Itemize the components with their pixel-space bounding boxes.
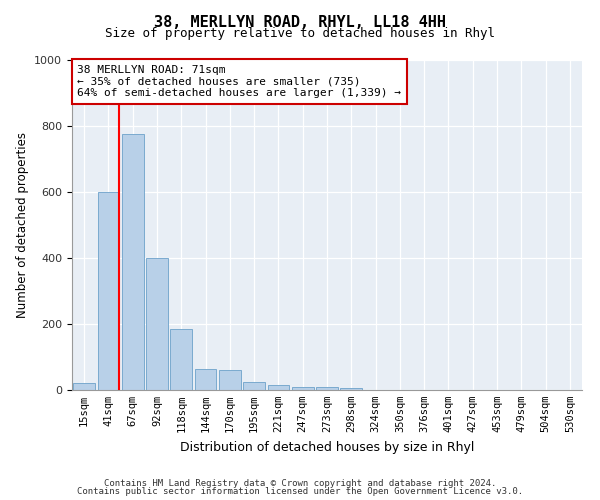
- Bar: [243, 382, 265, 390]
- Bar: [219, 370, 241, 390]
- Bar: [73, 384, 95, 390]
- Y-axis label: Number of detached properties: Number of detached properties: [16, 132, 29, 318]
- Text: Size of property relative to detached houses in Rhyl: Size of property relative to detached ho…: [105, 28, 495, 40]
- Bar: [122, 134, 143, 390]
- Bar: [268, 385, 289, 390]
- Bar: [194, 368, 217, 390]
- Text: Contains public sector information licensed under the Open Government Licence v3: Contains public sector information licen…: [77, 487, 523, 496]
- Bar: [316, 388, 338, 390]
- Bar: [170, 329, 192, 390]
- Bar: [292, 386, 314, 390]
- Bar: [97, 192, 119, 390]
- Bar: [146, 258, 168, 390]
- Text: 38, MERLLYN ROAD, RHYL, LL18 4HH: 38, MERLLYN ROAD, RHYL, LL18 4HH: [154, 15, 446, 30]
- Bar: [340, 388, 362, 390]
- Text: Contains HM Land Registry data © Crown copyright and database right 2024.: Contains HM Land Registry data © Crown c…: [104, 478, 496, 488]
- X-axis label: Distribution of detached houses by size in Rhyl: Distribution of detached houses by size …: [180, 440, 474, 454]
- Text: 38 MERLLYN ROAD: 71sqm
← 35% of detached houses are smaller (735)
64% of semi-de: 38 MERLLYN ROAD: 71sqm ← 35% of detached…: [77, 65, 401, 98]
